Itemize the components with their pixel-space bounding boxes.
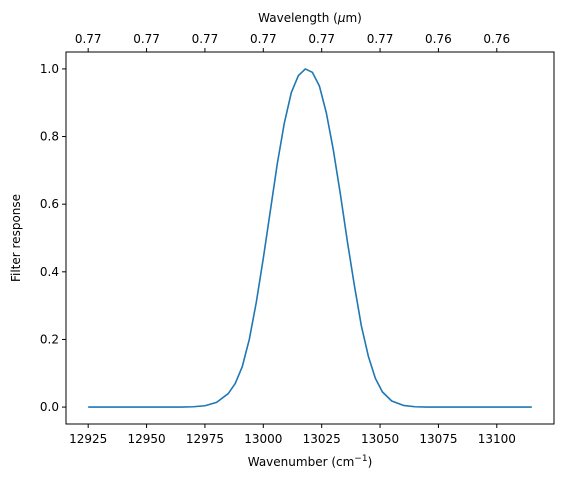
top-tick-label: 0.77 <box>192 32 219 46</box>
top-tick-label: 0.76 <box>425 32 452 46</box>
series-line <box>88 68 532 408</box>
x-tick-label: 13050 <box>361 432 399 446</box>
y-tick-label: 0.8 <box>40 130 59 144</box>
y-axis-label: Filter response <box>9 194 23 282</box>
y-tick-label: 0.2 <box>40 332 59 346</box>
plot-area <box>65 51 555 425</box>
top-axis-label: Wavelength (μm) <box>258 11 362 25</box>
y-tick-label: 0.6 <box>40 197 59 211</box>
y-tick-label: 0.0 <box>40 400 59 414</box>
x-tick-label: 12975 <box>186 432 224 446</box>
x-tick-label: 13000 <box>244 432 282 446</box>
y-tick-label: 1.0 <box>40 62 59 76</box>
top-tick-label: 0.77 <box>75 32 102 46</box>
x-tick-label: 13100 <box>478 432 516 446</box>
y-tick-label: 0.4 <box>40 265 59 279</box>
x-tick-label: 13075 <box>419 432 457 446</box>
x-tick-label: 12925 <box>69 432 107 446</box>
top-tick-label: 0.77 <box>367 32 394 46</box>
top-tick-label: 0.76 <box>483 32 510 46</box>
x-tick-label: 13025 <box>303 432 341 446</box>
x-axis-label: Wavenumber (cm−1) <box>248 454 373 469</box>
top-tick-label: 0.77 <box>250 32 277 46</box>
top-tick-label: 0.77 <box>133 32 160 46</box>
x-tick-label: 12950 <box>127 432 165 446</box>
top-tick-label: 0.77 <box>308 32 335 46</box>
